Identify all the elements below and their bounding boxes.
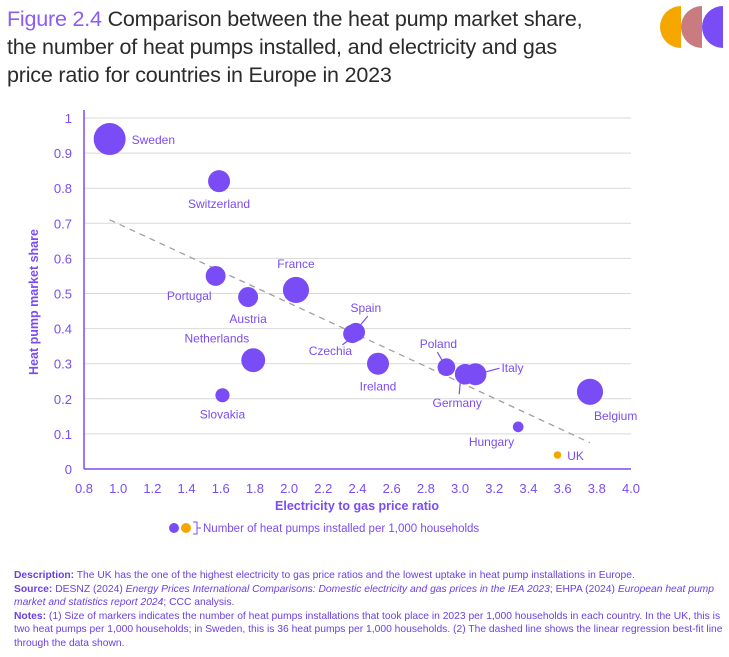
source-text-1: DESNZ (2024) — [55, 583, 126, 595]
x-tick-label: 1.4 — [178, 481, 196, 496]
logo-half-circle-rose — [681, 6, 702, 48]
gridlines — [84, 117, 631, 435]
point-label-belgium: Belgium — [594, 409, 637, 423]
data-point-austria — [238, 287, 259, 307]
x-tick-label: 2.6 — [383, 481, 401, 496]
point-label-austria: Austria — [229, 312, 267, 326]
point-label-czechia: Czechia — [309, 344, 353, 358]
point-label-switzerland: Switzerland — [188, 197, 250, 211]
y-tick-label: 0.7 — [54, 216, 72, 231]
notes-text: (1) Size of markers indicates the number… — [14, 610, 723, 649]
notes-paragraph: Notes: (1) Size of markers indicates the… — [14, 610, 724, 651]
figure-title-text: Comparison between the heat pump market … — [7, 7, 583, 87]
data-point-ireland — [367, 352, 390, 375]
y-tick-label: 0 — [65, 462, 72, 477]
point-label-germany: Germany — [433, 396, 482, 410]
source-title-2: European heat pump market and statistics… — [14, 583, 714, 609]
x-tick-label: 3.8 — [588, 481, 606, 496]
point-label-sweden: Sweden — [132, 133, 175, 147]
point-label-poland: Poland — [420, 337, 457, 351]
y-tick-label: 0.9 — [54, 146, 72, 161]
data-point-belgium — [576, 378, 604, 405]
data-point-czechia — [343, 324, 362, 344]
y-tick-label: 0.2 — [54, 392, 72, 407]
point-label-uk: UK — [567, 449, 584, 463]
legend-marker-purple — [169, 523, 179, 533]
point-label-spain: Spain — [350, 301, 381, 315]
x-axis-title: Electricity to gas price ratio — [275, 499, 439, 513]
data-point-slovakia — [215, 388, 230, 403]
x-tick-label: 3.0 — [451, 481, 469, 496]
description-paragraph: Description: The UK has the one of the h… — [14, 569, 724, 583]
description-label: Description: — [14, 570, 75, 581]
point-label-portugal: Portugal — [167, 289, 212, 303]
x-tick-label: 2.8 — [417, 481, 435, 496]
data-point-uk — [553, 451, 562, 459]
data-point-portugal — [205, 265, 226, 286]
x-tick-label: 3.4 — [519, 481, 537, 496]
scatter-chart: 0 0.1 0.2 0.3 0.4 0.5 0.6 0.7 0.8 0.9 1 0.8 1.0 1.2 1… — [27, 110, 640, 535]
y-tick-label: 0.6 — [54, 251, 72, 266]
x-tick-label: 0.8 — [75, 481, 93, 496]
data-point-switzerland — [208, 170, 231, 193]
x-tick-label: 1.0 — [109, 481, 127, 496]
data-point-netherlands — [241, 348, 266, 373]
data-point-france — [282, 276, 310, 304]
x-tick-label: 2.0 — [280, 481, 298, 496]
figure-number: Figure 2.4 — [7, 7, 102, 31]
legend: Number of heat pumps installed per 1,000… — [169, 521, 479, 535]
logo-half-circle-purple — [702, 6, 723, 48]
point-label-france: France — [277, 257, 315, 271]
source-paragraph: Source: DESNZ (2024) Energy Prices Inter… — [14, 583, 724, 610]
y-axis-title: Heat pump market share — [27, 229, 41, 375]
point-label-slovakia: Slovakia — [200, 407, 246, 421]
figure-title: Figure 2.4 Comparison between the heat p… — [7, 5, 607, 89]
notes-label: Notes: — [14, 610, 47, 622]
x-tick-label: 1.6 — [212, 481, 230, 496]
figure-notes: Description: The UK has the one of the h… — [14, 569, 724, 650]
y-tick-label: 0.4 — [54, 322, 72, 337]
source-label: Source: — [14, 583, 53, 595]
ccc-logo-icon — [660, 6, 723, 48]
description-text: The UK has the one of the highest electr… — [76, 570, 635, 581]
point-label-netherlands: Netherlands — [185, 331, 250, 345]
x-tick-label: 3.6 — [554, 481, 572, 496]
x-tick-label: 4.0 — [622, 481, 640, 496]
data-points — [93, 123, 604, 459]
x-tick-label: 2.2 — [314, 481, 332, 496]
x-tick-label: 1.8 — [246, 481, 264, 496]
point-label-ireland: Ireland — [360, 380, 397, 394]
data-point-sweden — [93, 123, 126, 156]
x-tick-label: 2.4 — [348, 481, 366, 496]
y-tick-label: 1 — [65, 111, 72, 126]
y-tick-label: 0.3 — [54, 357, 72, 372]
point-labels: Sweden Switzerland Portugal Austria France Ne… — [132, 133, 638, 463]
y-tick-label: 0.1 — [54, 427, 72, 442]
data-point-italy — [464, 363, 487, 386]
x-tick-label: 3.2 — [485, 481, 503, 496]
source-text-3: ; CCC analysis. — [163, 597, 235, 608]
legend-label: Number of heat pumps installed per 1,000… — [203, 523, 479, 535]
logo-half-circle-orange — [660, 6, 681, 48]
point-label-italy: Italy — [501, 361, 523, 375]
legend-marker-orange — [181, 523, 191, 533]
data-point-poland — [437, 358, 456, 377]
data-point-hungary — [512, 421, 524, 433]
y-tick-label: 0.8 — [54, 181, 72, 196]
x-tick-label: 1.2 — [143, 481, 161, 496]
point-label-hungary: Hungary — [469, 435, 514, 449]
legend-bracket — [193, 521, 201, 535]
y-tick-label: 0.5 — [54, 287, 72, 302]
source-text-2: ; EHPA (2024) — [549, 583, 618, 595]
source-title-1: Energy Prices International Comparisons:… — [125, 583, 550, 595]
y-tick-labels: 0 0.1 0.2 0.3 0.4 0.5 0.6 0.7 0.8 0.9 1 — [54, 111, 72, 477]
x-tick-labels: 0.8 1.0 1.2 1.4 1.6 1.8 2.0 2.2 2.4 2.6 2.8 3.0 3.2 3… — [75, 481, 640, 496]
